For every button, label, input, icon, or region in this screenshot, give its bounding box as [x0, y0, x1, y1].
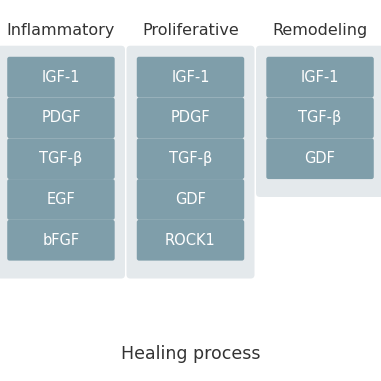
FancyBboxPatch shape: [137, 220, 244, 261]
FancyBboxPatch shape: [126, 46, 255, 279]
Text: bFGF: bFGF: [42, 233, 80, 248]
FancyBboxPatch shape: [7, 179, 115, 220]
FancyBboxPatch shape: [266, 138, 374, 179]
Text: IGF-1: IGF-1: [301, 70, 339, 85]
Text: Healing process: Healing process: [121, 345, 260, 363]
Text: IGF-1: IGF-1: [171, 70, 210, 85]
FancyBboxPatch shape: [7, 220, 115, 261]
FancyBboxPatch shape: [266, 98, 374, 138]
Text: EGF: EGF: [46, 192, 75, 207]
FancyBboxPatch shape: [137, 57, 244, 98]
FancyBboxPatch shape: [256, 46, 381, 197]
FancyBboxPatch shape: [7, 98, 115, 138]
Text: Proliferative: Proliferative: [142, 23, 239, 38]
Text: ROCK1: ROCK1: [165, 233, 216, 248]
FancyBboxPatch shape: [266, 57, 374, 98]
Text: PDGF: PDGF: [41, 110, 81, 125]
FancyBboxPatch shape: [137, 138, 244, 179]
FancyBboxPatch shape: [137, 98, 244, 138]
FancyBboxPatch shape: [7, 57, 115, 98]
Text: GDF: GDF: [175, 192, 206, 207]
FancyBboxPatch shape: [0, 46, 125, 279]
Text: TGF-β: TGF-β: [298, 110, 342, 125]
Text: GDF: GDF: [304, 151, 336, 166]
FancyBboxPatch shape: [137, 179, 244, 220]
Text: TGF-β: TGF-β: [169, 151, 212, 166]
Text: IGF-1: IGF-1: [42, 70, 80, 85]
Text: PDGF: PDGF: [171, 110, 210, 125]
FancyBboxPatch shape: [7, 138, 115, 179]
Text: Remodeling: Remodeling: [272, 23, 368, 38]
Text: TGF-β: TGF-β: [39, 151, 83, 166]
Text: Inflammatory: Inflammatory: [7, 23, 115, 38]
